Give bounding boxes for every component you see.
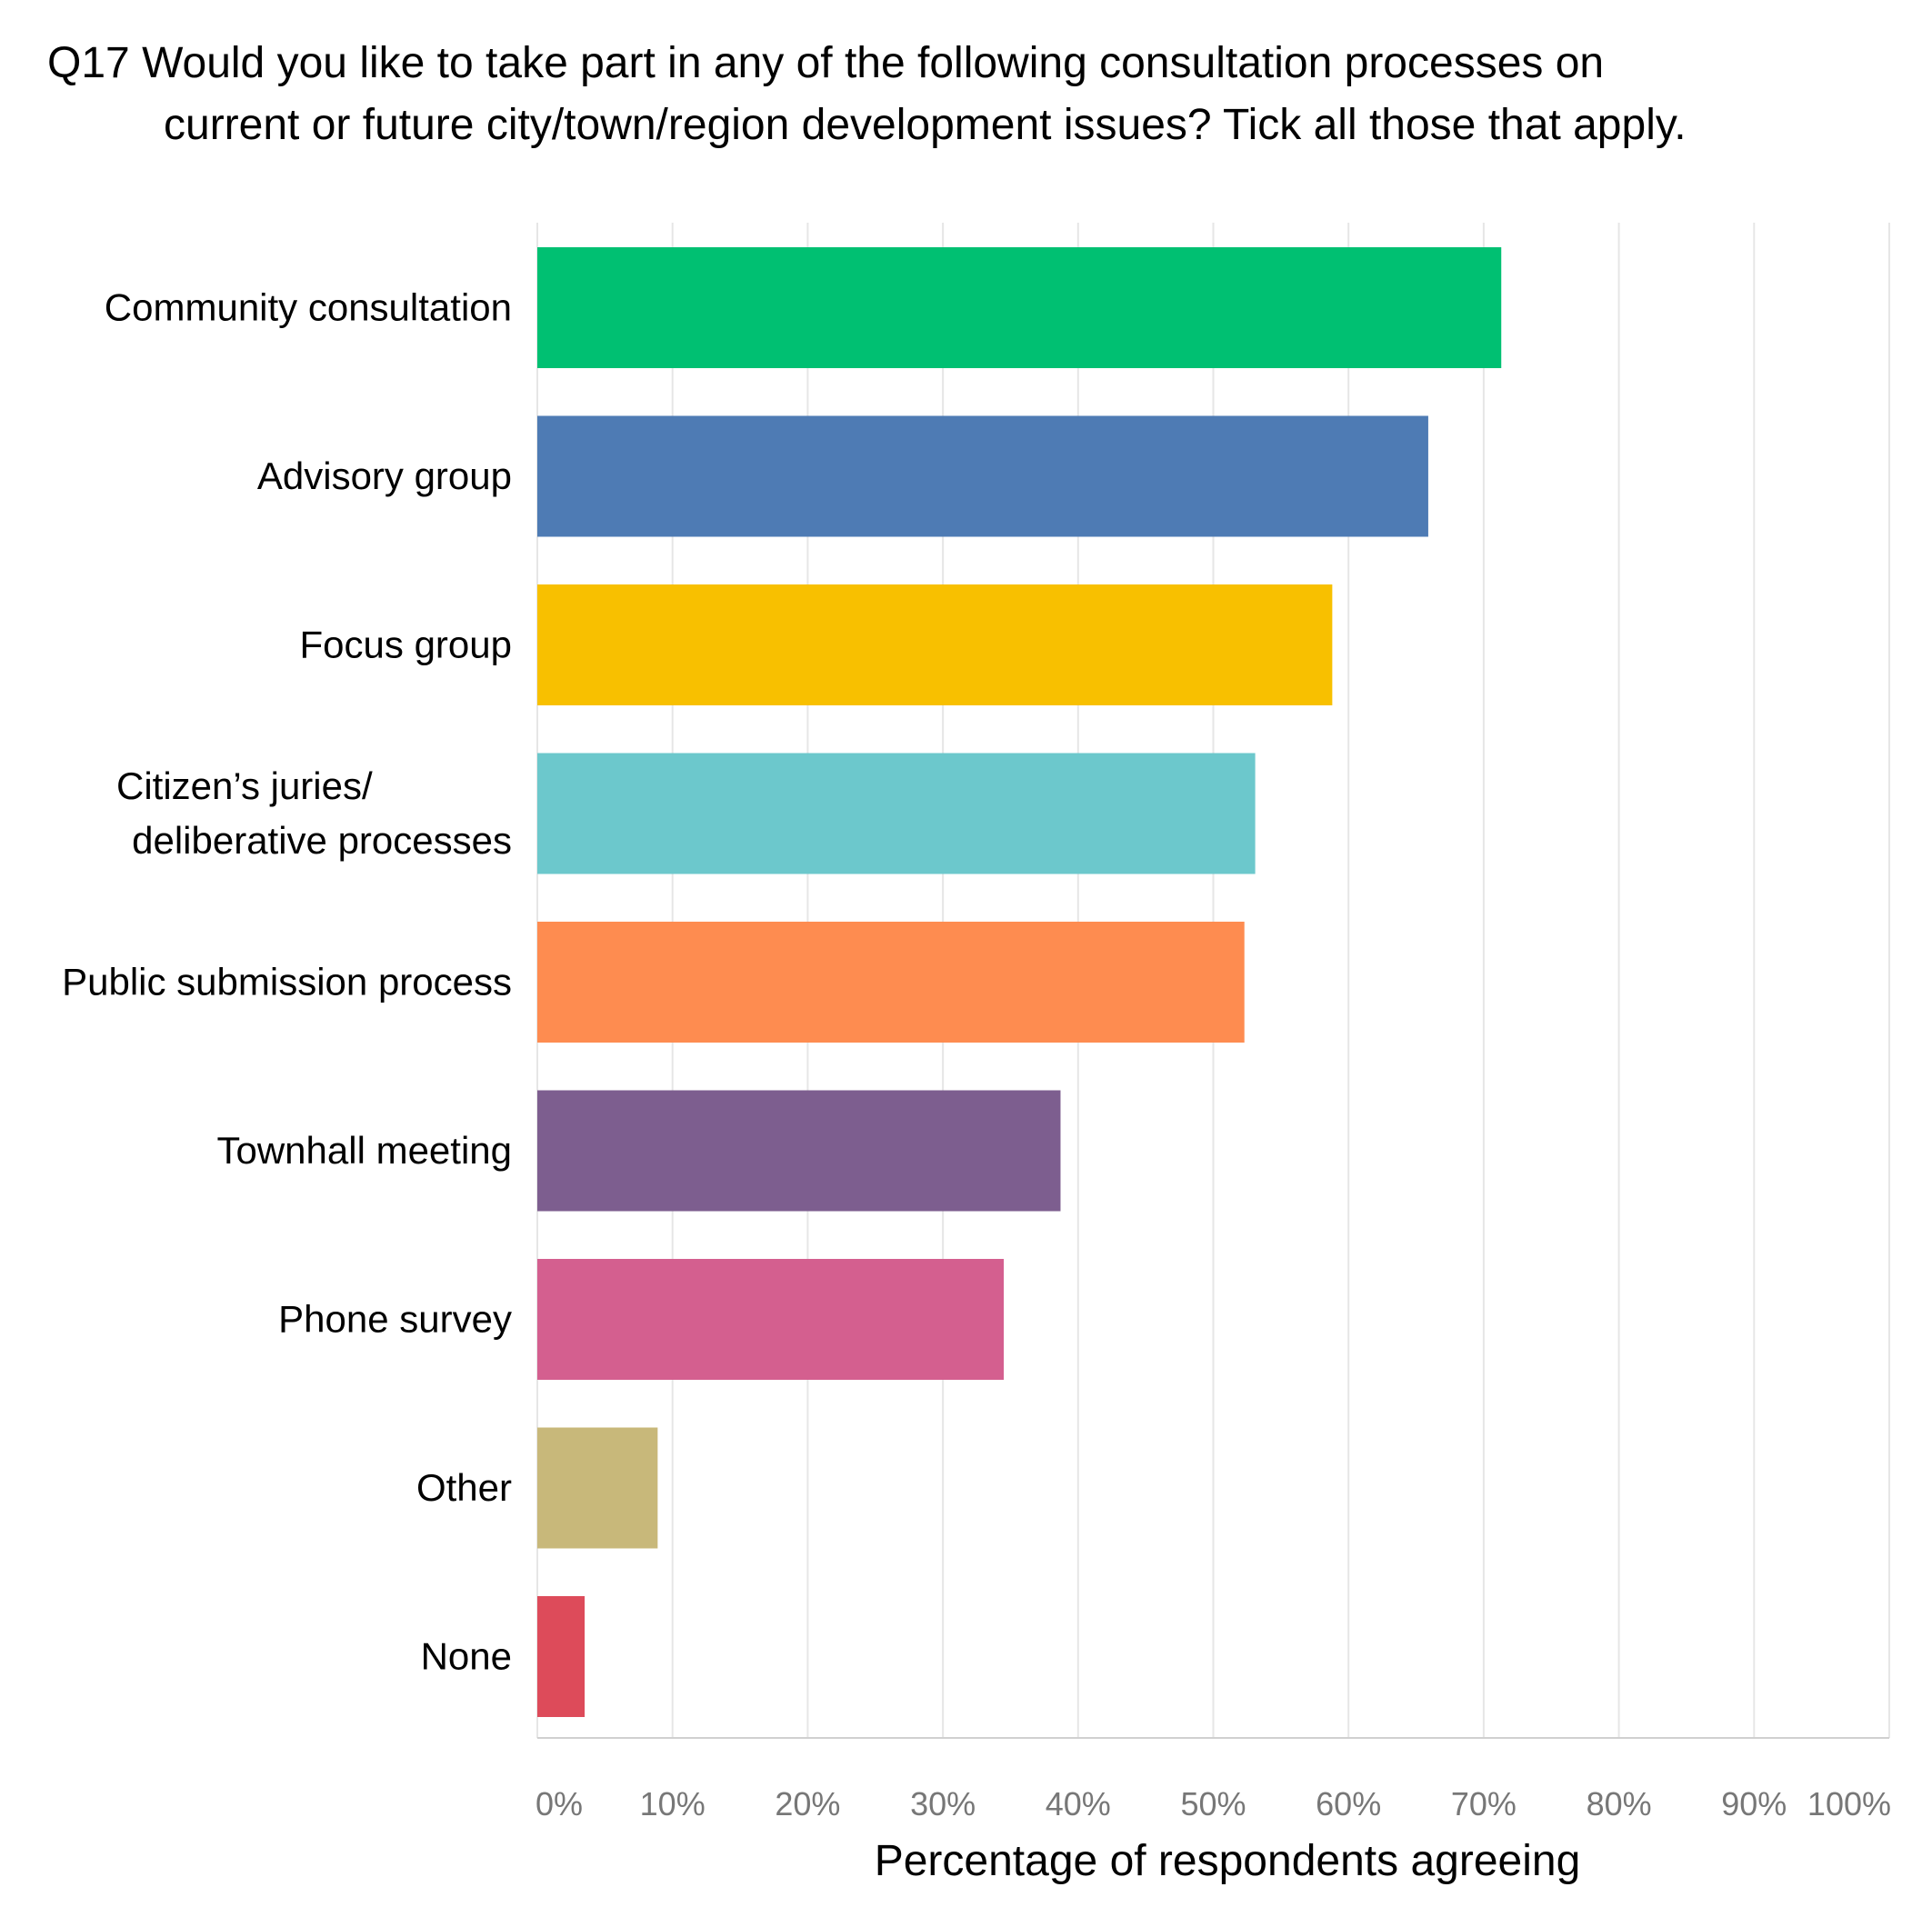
x-tick-label: 0% — [536, 1785, 583, 1822]
bar — [537, 1596, 586, 1717]
category-label: Citizen’s juries/deliberative processes — [116, 764, 512, 862]
chart-title-line-1: Q17 Would you like to take part in any o… — [47, 39, 1605, 87]
x-tick-label: 90% — [1721, 1785, 1787, 1822]
bar — [537, 922, 1245, 1043]
x-tick-labels: 0% 10% 20% 30% 40% 50% 60% 70% 80% 90% 100% — [536, 1785, 1891, 1822]
chart-title: Q17 Would you like to take part in any o… — [47, 33, 1911, 156]
chart-title-line-2: current or future city/town/region devel… — [164, 101, 1687, 149]
bar — [537, 1427, 658, 1549]
category-labels: Community consultation Advisory group Focu… — [62, 286, 512, 1678]
category-label: Advisory group — [257, 454, 512, 497]
x-tick-label: 40% — [1046, 1785, 1111, 1822]
category-label: Phone survey — [278, 1298, 512, 1341]
x-tick-label: 30% — [910, 1785, 976, 1822]
bar — [537, 415, 1428, 537]
bar — [537, 753, 1256, 874]
bar — [537, 584, 1333, 705]
x-tick-label: 80% — [1587, 1785, 1652, 1822]
category-label: Community consultation — [105, 286, 512, 329]
x-tick-label: 50% — [1180, 1785, 1246, 1822]
x-axis-label: Percentage of respondents agreeing — [874, 1837, 1581, 1885]
bar — [537, 1090, 1061, 1212]
x-tick-label: 60% — [1316, 1785, 1381, 1822]
category-label: Other — [416, 1466, 512, 1509]
x-tick-label: 100% — [1807, 1785, 1891, 1822]
category-label: None — [421, 1635, 512, 1678]
x-tick-label: 10% — [640, 1785, 706, 1822]
category-label: Public submission process — [62, 961, 512, 1003]
category-label: Townhall meeting — [216, 1129, 512, 1172]
x-tick-label: 70% — [1451, 1785, 1517, 1822]
x-tick-label: 20% — [775, 1785, 840, 1822]
category-label: Focus group — [300, 624, 512, 666]
bars — [537, 247, 1502, 1717]
bar — [537, 1259, 1005, 1380]
bar — [537, 247, 1502, 368]
